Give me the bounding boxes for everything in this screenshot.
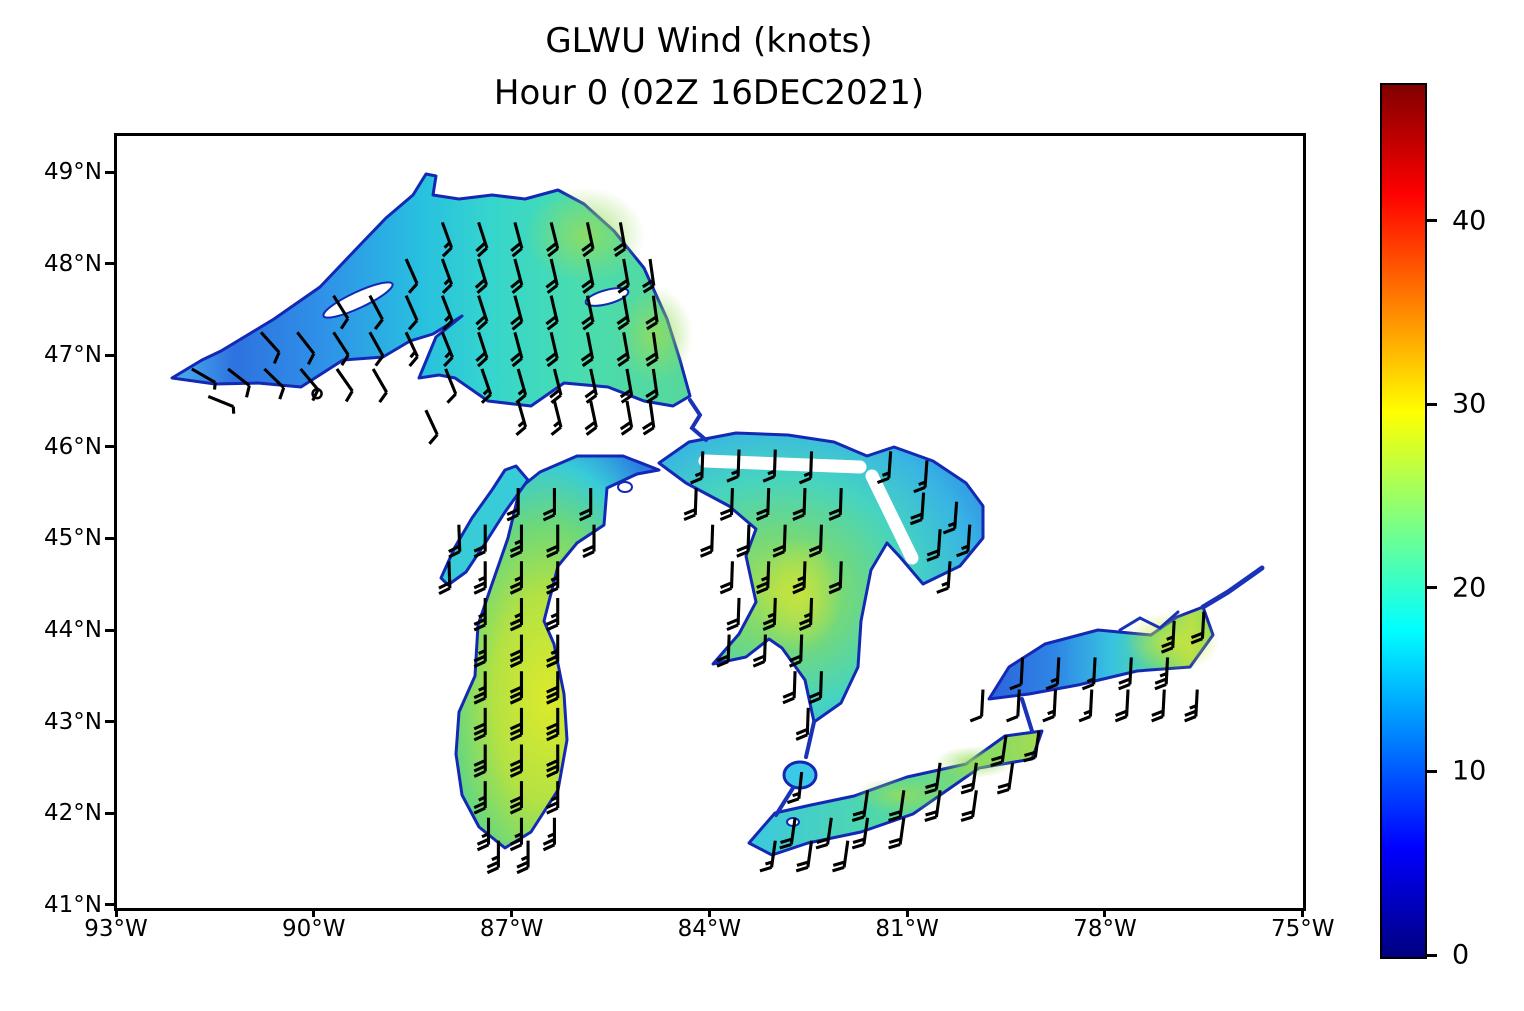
y-tick-mark — [105, 536, 114, 540]
y-tick-mark — [105, 903, 114, 907]
y-tick-label: 42°N — [44, 800, 102, 827]
chart-title: GLWU Wind (knots) — [545, 21, 873, 61]
y-tick-mark — [105, 170, 114, 174]
colorbar-tick-mark — [1426, 586, 1437, 590]
y-tick-mark — [105, 720, 114, 724]
colorbar — [1380, 83, 1427, 959]
x-tick-label: 90°W — [282, 916, 346, 942]
colorbar-tick-mark — [1426, 219, 1437, 223]
x-tick-mark — [312, 908, 316, 917]
y-tick-mark — [105, 628, 114, 632]
x-tick-label: 75°W — [1270, 916, 1335, 942]
map-plot-border — [114, 133, 1306, 911]
y-tick-label: 48°N — [44, 250, 102, 277]
y-tick-mark — [105, 353, 114, 357]
colorbar-tick-label: 40 — [1452, 205, 1487, 237]
colorbar-tick-label: 0 — [1452, 939, 1470, 971]
x-tick-label: 78°W — [1073, 916, 1137, 942]
colorbar-tick-mark — [1426, 769, 1437, 773]
colorbar-tick-label: 20 — [1452, 572, 1487, 604]
y-tick-label: 45°N — [44, 525, 102, 552]
y-tick-label: 41°N — [44, 891, 102, 918]
colorbar-tick-mark — [1426, 402, 1437, 406]
x-tick-mark — [1103, 908, 1107, 917]
x-tick-mark — [905, 908, 909, 917]
colorbar-tick-label: 10 — [1452, 755, 1487, 787]
x-tick-mark — [114, 908, 118, 917]
x-tick-mark — [510, 908, 514, 917]
chart-subtitle: Hour 0 (02Z 16DEC2021) — [493, 73, 925, 113]
x-tick-mark — [707, 908, 711, 917]
x-tick-mark — [1301, 908, 1305, 917]
y-tick-label: 44°N — [44, 617, 102, 643]
x-tick-label: 87°W — [479, 916, 544, 942]
y-tick-label: 47°N — [44, 342, 102, 369]
colorbar-tick-label: 30 — [1452, 388, 1487, 420]
x-tick-label: 93°W — [84, 916, 148, 942]
x-tick-label: 84°W — [677, 916, 742, 942]
y-tick-mark — [105, 445, 114, 449]
colorbar-tick-mark — [1426, 953, 1437, 957]
x-tick-label: 81°W — [875, 916, 939, 942]
y-tick-label: 46°N — [44, 433, 102, 460]
y-tick-label: 43°N — [44, 708, 102, 735]
y-tick-mark — [105, 811, 114, 815]
y-tick-label: 49°N — [44, 159, 102, 185]
y-tick-mark — [105, 262, 114, 266]
